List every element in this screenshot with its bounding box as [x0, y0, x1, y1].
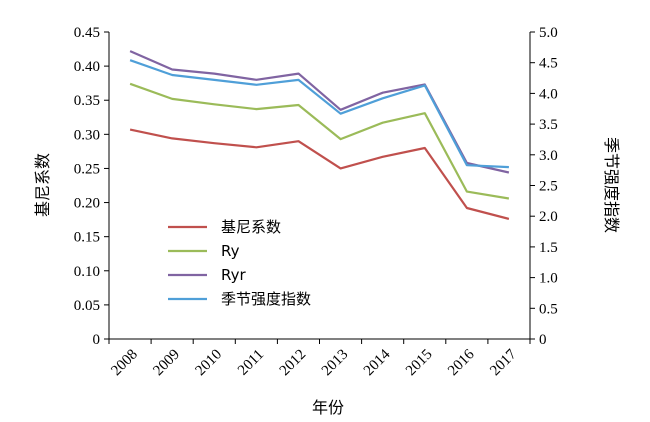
x-tick-label: 2014	[361, 346, 394, 379]
left-tick-label: 0.05	[74, 298, 100, 314]
right-y-axis-title: 季节强度指数	[602, 137, 621, 233]
series-line	[129, 82, 510, 200]
x-axis: 2008 2009 2010 2011 2012 2013 2014 2015 2016 2017	[108, 339, 531, 380]
left-y-axis: 0 0.05 0.10 0.15 0.20 0.25 0.30 0.35 0.40 0.45	[74, 25, 109, 348]
left-tick-label: 0.15	[74, 230, 100, 246]
right-y-axis: 0 0.5 1.0 1.5 2.0 2.5 3.0 3.5 4.0 4.5 5.0	[530, 25, 558, 348]
left-tick-label: 0.30	[74, 127, 100, 143]
series-lines	[129, 50, 510, 220]
right-tick-label: 4.5	[539, 56, 558, 72]
legend-label: 季节强度指数	[221, 290, 311, 308]
right-tick-label: 3.5	[539, 117, 558, 133]
x-axis-title: 年份	[312, 398, 344, 417]
right-tick-label: 3.0	[539, 148, 558, 164]
legend-label: Ryr	[221, 266, 246, 284]
legend: 基尼系数 Ry Ryr 季节强度指数	[168, 218, 311, 308]
left-tick-label: 0.20	[74, 196, 100, 212]
right-tick-label: 1.0	[539, 271, 558, 287]
x-tick-label: 2011	[235, 347, 267, 379]
legend-label: 基尼系数	[221, 218, 281, 236]
left-tick-label: 0.10	[74, 264, 100, 280]
x-tick-label: 2010	[193, 347, 226, 380]
x-tick-label: 2012	[277, 347, 310, 380]
right-tick-label: 2.0	[539, 209, 558, 225]
right-tick-label: 5.0	[539, 25, 558, 41]
left-tick-label: 0.35	[74, 93, 100, 109]
left-tick-label: 0	[93, 332, 101, 348]
x-tick-label: 2009	[150, 347, 183, 380]
x-tick-label: 2017	[487, 346, 520, 379]
x-tick-label: 2016	[445, 346, 478, 379]
right-tick-label: 4.0	[539, 86, 558, 102]
x-tick-label: 2015	[403, 347, 436, 380]
x-tick-label: 2008	[108, 347, 141, 380]
legend-label: Ry	[221, 242, 240, 260]
x-tick-label: 2013	[319, 347, 352, 380]
right-tick-label: 1.5	[539, 240, 558, 256]
right-tick-label: 2.5	[539, 179, 558, 195]
series-line	[129, 59, 509, 169]
series-line	[129, 128, 510, 220]
left-y-axis-title: 基尼系数	[33, 153, 52, 217]
right-tick-label: 0	[539, 332, 547, 348]
left-tick-label: 0.40	[74, 59, 100, 75]
left-tick-label: 0.25	[74, 161, 100, 177]
right-tick-label: 0.5	[539, 301, 558, 317]
plot-area	[108, 32, 531, 340]
left-tick-label: 0.45	[74, 25, 100, 41]
